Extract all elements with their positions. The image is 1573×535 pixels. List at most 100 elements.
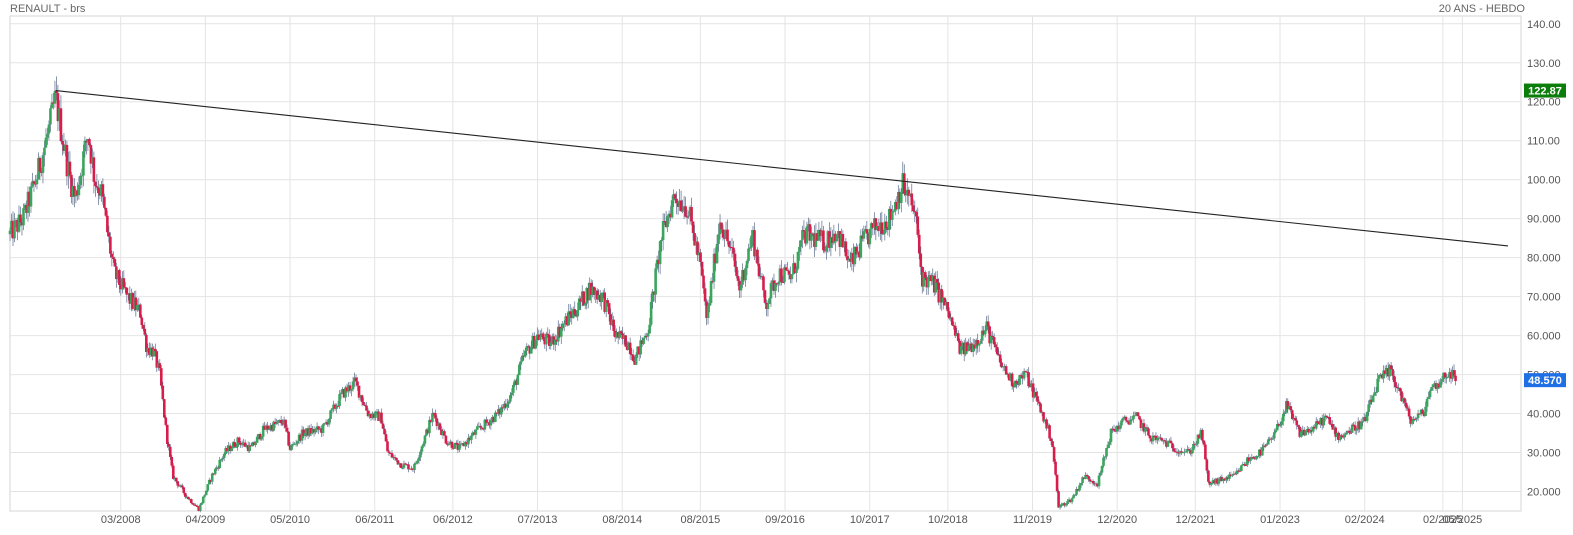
candle-body: [1246, 457, 1249, 466]
candle-body: [1015, 380, 1018, 384]
candle-body: [411, 468, 415, 471]
candle-body: [1100, 465, 1104, 473]
candle-body: [1425, 398, 1429, 407]
candle-body: [444, 435, 448, 444]
candle-body: [299, 434, 302, 441]
candle-body: [1097, 475, 1101, 487]
candle-body: [726, 229, 729, 242]
candle-body: [642, 337, 645, 344]
candle-body: [485, 419, 488, 423]
candle-body: [106, 215, 109, 233]
candle-body: [335, 405, 338, 409]
candle-body: [1424, 406, 1427, 417]
candle-body: [383, 428, 386, 435]
candle-body: [1284, 401, 1288, 413]
candle-body: [861, 235, 864, 239]
candle-body: [898, 191, 902, 204]
candle-body: [185, 496, 189, 498]
candle-body: [1012, 386, 1015, 388]
candle-body: [365, 405, 368, 411]
candle-body: [1383, 370, 1387, 374]
candle-body: [456, 443, 460, 450]
candle-body: [188, 499, 192, 501]
candle-body: [1024, 371, 1027, 373]
candle-body: [864, 229, 867, 232]
candle-body: [46, 133, 49, 138]
candle-body: [398, 463, 401, 465]
candle-body: [338, 394, 341, 406]
candle-body: [1205, 459, 1209, 471]
candle-body: [994, 344, 997, 347]
candle-body: [631, 354, 635, 361]
candle-body: [570, 314, 574, 318]
candle-body: [288, 445, 292, 450]
candle-body: [543, 339, 547, 345]
candle-body: [1452, 370, 1456, 376]
candle-body: [1256, 456, 1260, 458]
candle-body: [413, 463, 416, 471]
candle-body: [71, 186, 75, 197]
candle-body: [798, 246, 801, 252]
candle-body: [492, 417, 496, 423]
candle-body: [919, 253, 923, 267]
candle-body: [407, 464, 410, 470]
candle-body: [437, 423, 440, 427]
candle-body: [1157, 437, 1161, 439]
candle-body: [179, 485, 183, 487]
candle-body: [161, 385, 165, 400]
candle-body: [858, 251, 861, 258]
candle-body: [771, 280, 774, 284]
candle-body: [1314, 421, 1318, 429]
candle-body: [113, 259, 117, 267]
candle-body: [186, 496, 190, 500]
candle-body: [1036, 396, 1039, 402]
candle-body: [50, 102, 54, 109]
candle-body: [317, 426, 320, 430]
candle-body: [173, 477, 177, 479]
candle-body: [483, 419, 487, 430]
candle-body: [1292, 418, 1296, 420]
candle-body: [1334, 427, 1338, 437]
candle-body: [479, 426, 482, 428]
candle-body: [408, 468, 412, 470]
candle-body: [736, 275, 740, 281]
candle-body: [562, 323, 566, 325]
candle-body: [156, 363, 160, 368]
candle-body: [516, 375, 520, 385]
candle-body: [74, 190, 78, 197]
candle-body: [1430, 387, 1433, 391]
candle-body: [1025, 371, 1029, 373]
candle-body: [751, 230, 755, 236]
candle-body: [14, 220, 18, 222]
candle-body: [965, 342, 969, 352]
candle-body: [1154, 435, 1158, 441]
candle-body: [1070, 498, 1074, 503]
candle-body: [366, 410, 370, 417]
candle-body: [127, 293, 130, 295]
candle-body: [467, 437, 470, 445]
y-tick-label: 60.000: [1527, 331, 1561, 343]
candle-body: [907, 189, 911, 196]
candle-body: [1385, 368, 1388, 374]
candle-body: [652, 291, 656, 295]
candle-body: [167, 443, 171, 447]
candle-body: [627, 342, 630, 350]
candle-body: [673, 194, 677, 199]
candle-body: [1082, 477, 1086, 480]
candle-body: [171, 465, 175, 479]
y-tick-label: 90.000: [1527, 214, 1561, 226]
candle-body: [1347, 430, 1351, 433]
candle-body: [377, 411, 380, 421]
candle-body: [58, 108, 61, 122]
candle-body: [80, 175, 84, 177]
candle-body: [829, 237, 833, 248]
candle-body: [1220, 477, 1224, 481]
candle-body: [1084, 474, 1087, 480]
candle-body: [870, 223, 873, 229]
candle-body: [189, 499, 193, 504]
candle-body: [1264, 445, 1267, 447]
candle-body: [1040, 412, 1044, 414]
candle-body: [637, 346, 641, 355]
candle-body: [300, 429, 304, 441]
